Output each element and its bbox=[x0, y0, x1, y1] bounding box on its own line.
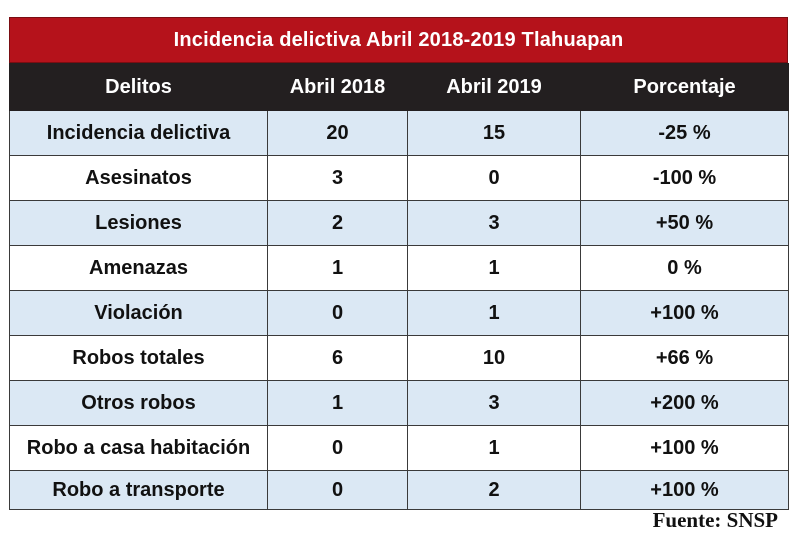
table-title: Incidencia delictiva Abril 2018-2019 Tla… bbox=[9, 17, 788, 63]
value-2019-cell: 15 bbox=[407, 110, 581, 156]
crime-type-cell: Robos totales bbox=[9, 335, 268, 381]
source-note: Fuente: SNSP bbox=[652, 508, 778, 532]
percentage-cell: -25 % bbox=[580, 110, 789, 156]
crime-type-cell: Robo a transporte bbox=[9, 470, 268, 510]
value-2018-cell: 3 bbox=[267, 155, 408, 201]
table-row: Incidencia delictiva 20 15 -25 % bbox=[9, 110, 789, 156]
crime-type-cell: Asesinatos bbox=[9, 155, 268, 201]
crime-type-cell: Violación bbox=[9, 290, 268, 336]
percentage-cell: -100 % bbox=[580, 155, 789, 201]
percentage-cell: +100 % bbox=[580, 425, 789, 471]
percentage-cell: +100 % bbox=[580, 470, 789, 510]
crime-type-cell: Otros robos bbox=[9, 380, 268, 426]
table-row: Otros robos 1 3 +200 % bbox=[9, 380, 789, 426]
table-row: Robos totales 6 10 +66 % bbox=[9, 335, 789, 381]
crime-type-cell: Incidencia delictiva bbox=[9, 110, 268, 156]
value-2018-cell: 1 bbox=[267, 245, 408, 291]
value-2019-cell: 1 bbox=[407, 425, 581, 471]
value-2018-cell: 1 bbox=[267, 380, 408, 426]
crime-type-cell: Robo a casa habitación bbox=[9, 425, 268, 471]
value-2018-cell: 0 bbox=[267, 290, 408, 336]
value-2019-cell: 1 bbox=[407, 245, 581, 291]
percentage-cell: 0 % bbox=[580, 245, 789, 291]
table-body: Incidencia delictiva 20 15 -25 % Asesinatos 3… bbox=[9, 110, 789, 510]
column-header-delitos: Delitos bbox=[9, 63, 268, 111]
table-row: Lesiones 2 3 +50 % bbox=[9, 200, 789, 246]
crime-table: Incidencia delictiva Abril 2018-2019 Tla… bbox=[9, 17, 789, 510]
table-row: Violación 0 1 +100 % bbox=[9, 290, 789, 336]
percentage-cell: +50 % bbox=[580, 200, 789, 246]
percentage-cell: +100 % bbox=[580, 290, 789, 336]
header-row: Delitos Abril 2018 Abril 2019 Porcentaje bbox=[9, 63, 789, 111]
value-2019-cell: 2 bbox=[407, 470, 581, 510]
value-2018-cell: 0 bbox=[267, 425, 408, 471]
value-2019-cell: 1 bbox=[407, 290, 581, 336]
column-header-abril-2019: Abril 2019 bbox=[407, 63, 581, 111]
value-2019-cell: 0 bbox=[407, 155, 581, 201]
value-2019-cell: 3 bbox=[407, 380, 581, 426]
table-row: Robo a transporte 0 2 +100 % bbox=[9, 470, 789, 510]
table-row: Robo a casa habitación 0 1 +100 % bbox=[9, 425, 789, 471]
value-2019-cell: 10 bbox=[407, 335, 581, 381]
percentage-cell: +66 % bbox=[580, 335, 789, 381]
value-2018-cell: 6 bbox=[267, 335, 408, 381]
value-2019-cell: 3 bbox=[407, 200, 581, 246]
table-row: Asesinatos 3 0 -100 % bbox=[9, 155, 789, 201]
data-table: Delitos Abril 2018 Abril 2019 Porcentaje… bbox=[9, 63, 789, 510]
column-header-abril-2018: Abril 2018 bbox=[267, 63, 408, 111]
percentage-cell: +200 % bbox=[580, 380, 789, 426]
column-header-porcentaje: Porcentaje bbox=[580, 63, 789, 111]
table-row: Amenazas 1 1 0 % bbox=[9, 245, 789, 291]
value-2018-cell: 0 bbox=[267, 470, 408, 510]
value-2018-cell: 2 bbox=[267, 200, 408, 246]
crime-type-cell: Lesiones bbox=[9, 200, 268, 246]
value-2018-cell: 20 bbox=[267, 110, 408, 156]
crime-type-cell: Amenazas bbox=[9, 245, 268, 291]
